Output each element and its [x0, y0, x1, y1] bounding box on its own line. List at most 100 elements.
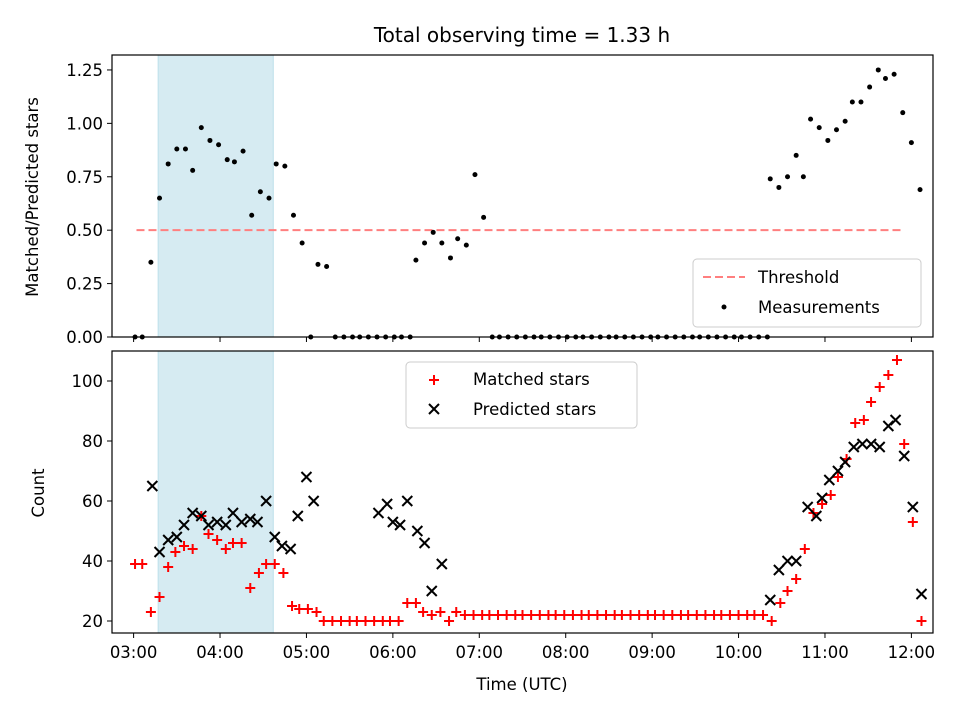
predicted-stars-point	[244, 513, 256, 525]
matched-stars-point	[799, 544, 810, 554]
matched-stars-point	[592, 610, 603, 620]
bottom-plot-frame	[111, 350, 934, 634]
matched-stars-point	[163, 562, 174, 572]
measurement-point	[249, 212, 255, 218]
measurement-point	[299, 240, 305, 246]
matched-stars-point	[179, 541, 190, 551]
predicted-stars-point	[220, 519, 232, 531]
measurement-point	[430, 229, 436, 235]
matched-stars-point	[410, 598, 421, 608]
measurement-point	[257, 189, 263, 195]
matched-stars-point	[683, 610, 694, 620]
matched-stars-point	[203, 529, 214, 539]
matched-stars-point	[601, 610, 612, 620]
predicted-stars-point	[372, 507, 385, 519]
predicted-stars-point	[186, 507, 199, 519]
matched-stars-point	[384, 616, 395, 626]
predicted-legend-label: Predicted stars	[473, 400, 596, 419]
x-tick-label: 11:00	[801, 643, 849, 662]
top-legend-box	[692, 258, 922, 328]
measurements-legend-label: Measurements	[758, 298, 880, 317]
predicted-stars-point	[211, 516, 223, 528]
predicted-stars-point	[235, 516, 248, 528]
predicted-stars-point	[284, 543, 297, 555]
predicted-stars-point	[823, 474, 836, 486]
shaded-region	[157, 54, 274, 338]
measurement-point	[148, 259, 154, 265]
matched-stars-point	[261, 559, 272, 569]
measurement-point	[793, 152, 799, 158]
measurement-point	[858, 99, 864, 105]
x-tick-label: 12:00	[888, 643, 936, 662]
predicted-stars-point	[146, 480, 159, 492]
matched-stars-point	[817, 499, 828, 509]
matched-stars-point	[269, 559, 280, 569]
measurement-point	[157, 195, 163, 201]
matched-stars-point	[583, 610, 594, 620]
matched-stars-point	[418, 607, 429, 617]
predicted-stars-point	[790, 555, 802, 567]
predicted-stars-point	[411, 525, 424, 537]
measurement-point	[767, 176, 773, 182]
measurement-point	[282, 163, 288, 169]
predicted-stars-point	[907, 501, 919, 513]
y-tick-label: 0.25	[66, 275, 103, 294]
measurement-point	[422, 240, 428, 246]
measurement-point	[472, 172, 478, 178]
predicted-stars-point	[801, 501, 814, 513]
predicted-stars-point	[269, 531, 281, 543]
matched-stars-point	[227, 538, 238, 548]
measurement-point	[900, 110, 906, 116]
threshold-legend-label: Threshold	[757, 268, 839, 287]
predicted-legend-marker	[428, 403, 440, 415]
matched-stars-point	[559, 610, 570, 620]
measurement-point	[867, 84, 873, 90]
matched-stars-point	[775, 598, 786, 608]
measurement-point	[165, 161, 171, 167]
matched-stars-point	[435, 607, 446, 617]
measurement-point	[908, 140, 914, 146]
predicted-stars-point	[202, 519, 215, 531]
matched-stars-point	[716, 610, 727, 620]
measurement-point	[776, 184, 782, 190]
chart-title: Total observing time = 1.33 h	[373, 23, 670, 47]
matched-stars-point	[782, 586, 793, 596]
measurement-point	[825, 137, 831, 143]
predicted-stars-point	[178, 519, 190, 531]
matched-stars-point	[468, 610, 479, 620]
shaded-region	[157, 350, 274, 634]
matched-stars-point	[253, 568, 264, 578]
matched-stars-point	[749, 610, 760, 620]
measurement-point	[198, 125, 204, 131]
matched-stars-point	[825, 490, 836, 500]
predicted-stars-point	[153, 546, 166, 558]
x-tick-label: 06:00	[369, 643, 417, 662]
matched-stars-point	[287, 601, 298, 611]
matched-stars-point	[658, 610, 669, 620]
predicted-stars-point	[227, 507, 239, 519]
measurement-point	[882, 76, 888, 81]
measurement-point	[182, 146, 188, 152]
predicted-stars-point	[839, 456, 851, 468]
bottom-legend: Matched stars Predicted stars	[405, 361, 638, 429]
predicted-stars-point	[292, 510, 304, 522]
matched-stars-point	[858, 415, 869, 425]
matched-stars-point	[170, 547, 181, 557]
predicted-stars-point	[276, 540, 288, 552]
predicted-stars-point	[816, 492, 828, 504]
matched-stars-point	[145, 607, 156, 617]
y-tick-label: 0.75	[66, 168, 103, 187]
matched-stars-point	[154, 592, 165, 602]
matched-stars-point	[733, 610, 744, 620]
matched-stars-point	[459, 610, 470, 620]
top-plot-area: 0.00 0.25 0.50 0.75 1.00 1.25	[66, 54, 934, 347]
matched-stars-point	[351, 616, 362, 626]
matched-stars-point	[724, 610, 735, 620]
measurement-point	[481, 214, 487, 220]
predicted-stars-point	[781, 555, 794, 567]
matched-stars-point	[360, 616, 371, 626]
predicted-stars-point	[381, 498, 393, 510]
matched-stars-point	[327, 616, 338, 626]
y-tick-label: 40	[82, 552, 103, 571]
measurement-point	[917, 187, 923, 193]
